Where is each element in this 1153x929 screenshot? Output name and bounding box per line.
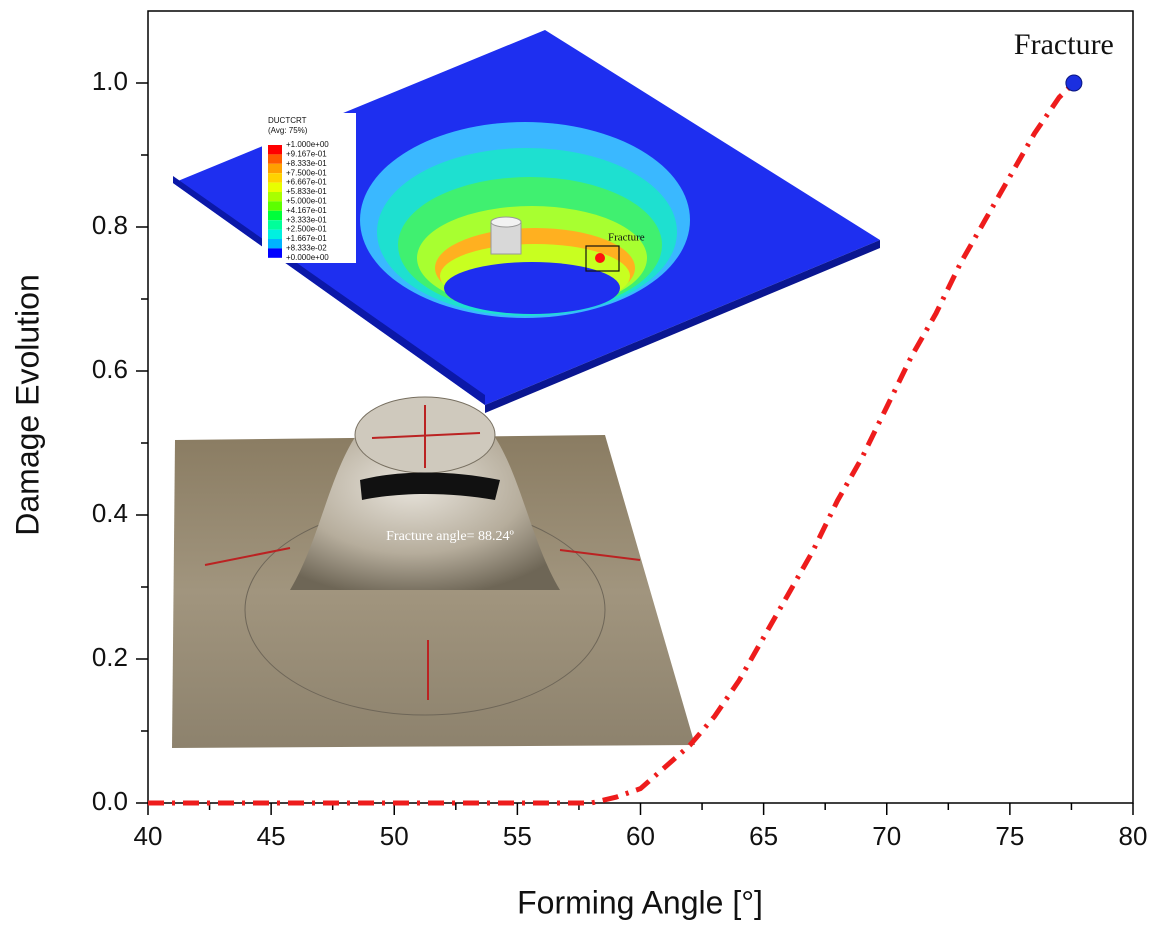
fem-tool-top <box>490 216 522 228</box>
fem-legend-label: +1.000e+00 <box>286 140 329 149</box>
fem-legend-label: +8.333e-01 <box>286 159 327 168</box>
fem-legend-swatch <box>268 145 282 155</box>
x-tick-label: 40 <box>134 821 163 851</box>
fracture-label: Fracture <box>1014 28 1114 61</box>
x-axis-title: Forming Angle [°] <box>517 884 763 920</box>
fem-plate-edge <box>173 176 485 405</box>
fem-legend-subtitle: (Avg: 75%) <box>268 126 308 135</box>
fem-legend-label: +5.000e-01 <box>286 197 327 206</box>
fem-legend-label: +6.667e-01 <box>286 178 327 187</box>
fem-legend-label: +9.167e-01 <box>286 150 327 159</box>
x-tick-label: 50 <box>380 821 409 851</box>
photo-sheet <box>172 435 695 748</box>
x-tick-label: 55 <box>503 821 532 851</box>
fem-hole <box>444 262 620 314</box>
fem-legend-swatch <box>268 239 282 249</box>
fem-legend-label: +4.167e-01 <box>286 206 327 215</box>
fem-legend-swatch <box>268 229 282 239</box>
fem-legend-label: +7.500e-01 <box>286 168 327 177</box>
fem-legend-swatch <box>268 220 282 230</box>
y-axis-title: Damage Evolution <box>9 274 45 535</box>
y-tick-label: 0.6 <box>92 354 128 384</box>
fracture-point <box>1065 74 1083 92</box>
fem-legend-label: +8.333e-02 <box>286 244 327 253</box>
y-tick-label: 0.4 <box>92 498 128 528</box>
fem-legend-swatch <box>268 163 282 174</box>
fem-legend-label: +3.333e-01 <box>286 215 327 224</box>
fem-legend-swatch <box>268 154 282 164</box>
photo-mark <box>371 432 481 439</box>
y-tick-label: 0.0 <box>92 786 128 816</box>
y-tick-label: 1.0 <box>92 66 128 96</box>
fem-fracture-label: Fracture <box>608 232 645 244</box>
damage-line <box>148 81 1076 806</box>
fem-legend-swatch <box>268 192 282 202</box>
fem-legend-swatch <box>268 201 282 211</box>
photo-inset: Fracture angle= 88.24º <box>172 396 695 748</box>
x-tick-label: 45 <box>257 821 286 851</box>
photo-crack <box>360 472 500 500</box>
fem-legend-scale: +1.000e+00+9.167e-01+8.333e-01+7.500e-01… <box>268 140 329 262</box>
fem-legend-title: DUCTCRT <box>268 116 307 125</box>
fem-legend-label: +2.500e-01 <box>286 225 327 234</box>
x-tick-label: 75 <box>995 821 1024 851</box>
fem-legend-swatch <box>268 173 282 183</box>
fem-legend-swatch <box>268 248 282 258</box>
x-tick-label: 60 <box>626 821 655 851</box>
photo-mark <box>559 549 641 561</box>
fem-legend-label: +5.833e-01 <box>286 187 327 196</box>
fem-legend-swatch <box>268 182 282 192</box>
fem-plate-edge <box>485 240 880 413</box>
photo-mark <box>204 547 291 566</box>
x-tick-label: 80 <box>1119 821 1148 851</box>
x-tick-label: 65 <box>749 821 778 851</box>
fem-legend-label: +1.667e-01 <box>286 234 327 243</box>
fem-box <box>585 245 620 272</box>
photo-caption: Fracture angle= 88.24º <box>386 529 514 544</box>
fem-hotspot <box>595 253 605 263</box>
fem-inset: Fracture DUCTCRT (Avg: 75%) +1.000e+00+9… <box>173 30 880 413</box>
x-tick-label: 70 <box>872 821 901 851</box>
y-tick-label: 0.8 <box>92 210 128 240</box>
photo-dome <box>290 430 560 590</box>
y-tick-label: 0.2 <box>92 642 128 672</box>
fem-legend-swatch <box>268 210 282 221</box>
fem-legend-label: +0.000e+00 <box>286 253 329 262</box>
